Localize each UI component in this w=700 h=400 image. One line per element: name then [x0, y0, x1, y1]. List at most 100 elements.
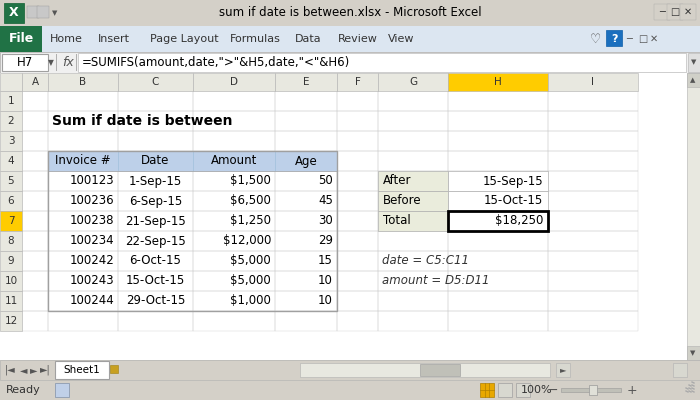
Text: 2: 2 — [8, 116, 14, 126]
Text: ►: ► — [30, 365, 38, 375]
Text: $5,000: $5,000 — [230, 254, 271, 268]
Bar — [48, 151, 337, 171]
Text: Sheet1: Sheet1 — [64, 365, 100, 375]
Bar — [378, 191, 448, 211]
Bar — [193, 311, 275, 331]
Bar — [337, 171, 378, 191]
Text: 9: 9 — [8, 256, 14, 266]
Bar — [193, 131, 275, 151]
Text: ?: ? — [610, 34, 617, 44]
Text: A: A — [32, 77, 38, 87]
Bar — [48, 211, 118, 231]
Bar — [118, 271, 193, 291]
Text: 1-Sep-15: 1-Sep-15 — [129, 174, 182, 188]
Bar — [48, 291, 118, 311]
Bar — [275, 311, 337, 331]
Text: 15-Sep-15: 15-Sep-15 — [482, 174, 543, 188]
Bar — [48, 73, 118, 91]
Bar — [275, 151, 276, 171]
Bar — [275, 91, 337, 111]
Bar — [337, 251, 378, 271]
Text: 29: 29 — [318, 234, 333, 248]
Bar — [378, 191, 448, 211]
Text: amount = D5:D11: amount = D5:D11 — [382, 274, 489, 288]
Text: 8: 8 — [8, 236, 14, 246]
Text: sum if date is between.xlsx - Microsoft Excel: sum if date is between.xlsx - Microsoft … — [218, 6, 482, 20]
Bar — [0, 171, 22, 191]
Text: Sum if date is between: Sum if date is between — [52, 114, 232, 128]
Bar — [548, 231, 638, 251]
Bar — [378, 171, 448, 191]
Text: Page Layout: Page Layout — [150, 34, 218, 44]
Bar — [0, 73, 700, 360]
Bar — [498, 383, 512, 397]
Bar — [0, 52, 700, 73]
Text: 15-Oct-15: 15-Oct-15 — [484, 194, 543, 208]
Text: B: B — [79, 77, 87, 87]
Bar — [48, 131, 118, 151]
Bar — [448, 271, 548, 291]
Bar — [48, 191, 118, 211]
Text: Date: Date — [141, 154, 169, 168]
Bar — [0, 311, 22, 331]
Bar — [378, 171, 448, 191]
Text: 100%: 100% — [521, 385, 552, 395]
Bar — [0, 73, 22, 91]
Bar — [118, 291, 193, 311]
Bar — [337, 271, 378, 291]
Text: $1,000: $1,000 — [230, 294, 271, 308]
Bar — [55, 361, 109, 379]
Bar — [48, 271, 118, 291]
Bar — [378, 251, 448, 271]
Bar — [548, 73, 638, 91]
Bar — [673, 363, 687, 377]
Text: Formulas: Formulas — [230, 34, 281, 44]
Text: □: □ — [638, 34, 648, 44]
Bar — [48, 171, 118, 191]
Text: 100244: 100244 — [69, 294, 114, 308]
Text: Before: Before — [383, 194, 421, 208]
Bar — [448, 211, 548, 231]
Text: Invoice #: Invoice # — [55, 154, 111, 168]
Bar — [193, 91, 275, 111]
Text: fx: fx — [62, 56, 74, 69]
Bar — [22, 271, 48, 291]
Bar — [378, 111, 448, 131]
Bar — [193, 291, 275, 311]
Bar — [22, 191, 48, 211]
Bar — [48, 91, 118, 111]
Text: $18,250: $18,250 — [495, 214, 543, 228]
Bar — [337, 111, 378, 131]
Bar — [22, 211, 48, 231]
Bar — [337, 73, 378, 91]
Text: File: File — [8, 32, 34, 46]
Bar — [516, 383, 530, 397]
Bar — [448, 211, 548, 231]
Bar — [0, 251, 22, 271]
Bar — [37, 6, 49, 18]
Text: 50: 50 — [318, 174, 333, 188]
Bar — [0, 360, 700, 380]
Text: F: F — [355, 77, 360, 87]
Bar — [193, 151, 194, 171]
Bar — [193, 151, 275, 171]
Text: ►|: ►| — [40, 365, 50, 375]
Text: 100234: 100234 — [69, 234, 114, 248]
Bar — [193, 251, 275, 271]
Text: ─: ─ — [626, 34, 632, 44]
Text: 15: 15 — [318, 254, 333, 268]
Bar — [548, 151, 638, 171]
Text: ▼: ▼ — [690, 350, 696, 356]
Bar — [378, 73, 448, 91]
Bar — [548, 131, 638, 151]
Text: ♡: ♡ — [590, 32, 601, 46]
Bar — [548, 311, 638, 331]
Bar — [337, 151, 378, 171]
Text: 5: 5 — [8, 176, 14, 186]
Bar — [0, 26, 700, 52]
Bar — [118, 231, 193, 251]
Bar — [0, 91, 22, 111]
Bar — [275, 291, 337, 311]
Bar — [118, 151, 119, 171]
Text: 1: 1 — [8, 96, 14, 106]
